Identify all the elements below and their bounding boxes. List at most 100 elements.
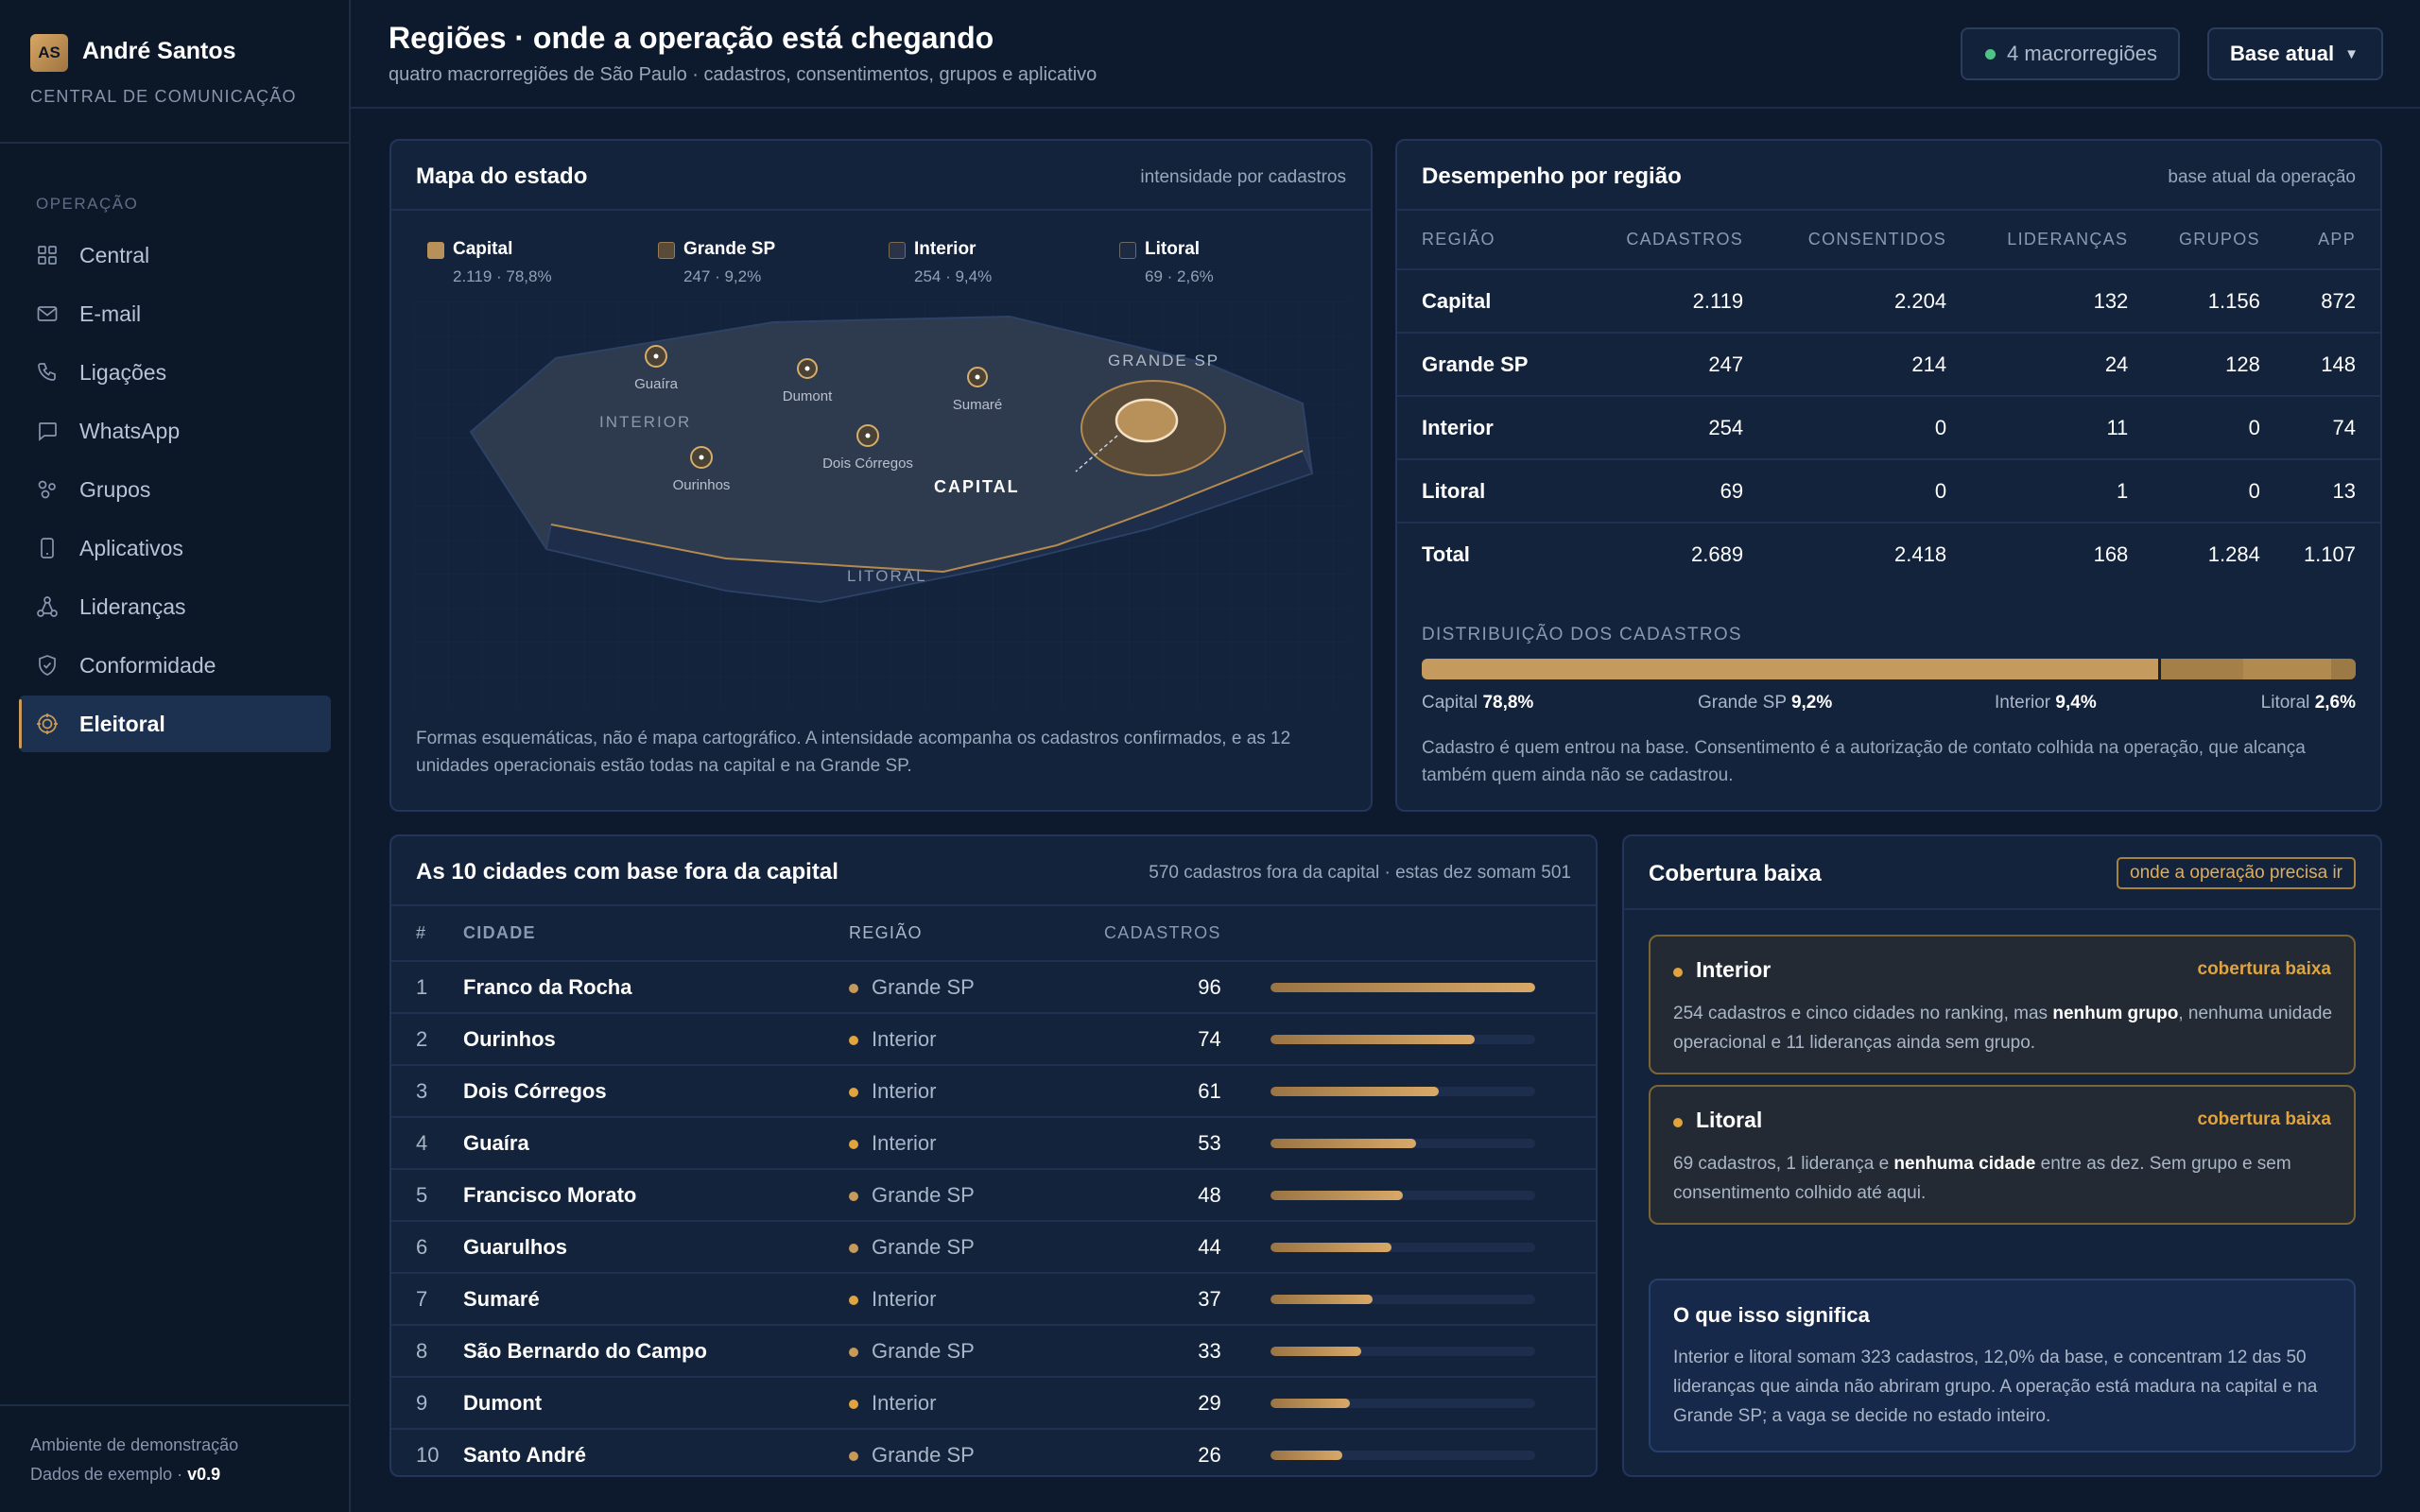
distribution-segment[interactable] bbox=[1422, 659, 2158, 679]
alert-interior[interactable]: Interior cobertura baixa 254 cadastros e… bbox=[1649, 935, 2356, 1074]
region-label: Interior bbox=[872, 1078, 937, 1103]
sidebar-item-central[interactable]: Central bbox=[19, 227, 331, 284]
city-marker-dois-corregos[interactable]: Dois Córregos bbox=[822, 424, 913, 472]
sidebar-item-label: WhatsApp bbox=[79, 418, 181, 443]
region-dot-icon bbox=[849, 1451, 858, 1461]
coverage-card-header: Cobertura baixa onde a operação precisa … bbox=[1624, 836, 2380, 910]
sidebar-item-label: Central bbox=[79, 242, 150, 267]
sidebar-item-label: E-mail bbox=[79, 301, 142, 326]
column-header[interactable]: GRUPOS bbox=[2152, 211, 2285, 270]
city-marker-ourinhos[interactable]: Ourinhos bbox=[673, 446, 731, 493]
region-label: Interior bbox=[872, 1390, 937, 1415]
alert-litoral[interactable]: Litoral cobertura baixa 69 cadastros, 1 … bbox=[1649, 1085, 2356, 1225]
value-cell: 1.284 bbox=[2207, 542, 2260, 566]
distribution-segment[interactable] bbox=[2331, 659, 2356, 679]
coast-line bbox=[550, 450, 1304, 574]
value-cell: 1.107 bbox=[2303, 542, 2356, 566]
region-dot-icon bbox=[849, 1191, 858, 1201]
value-cell: 132 bbox=[1971, 269, 2153, 334]
table-row[interactable]: Interior 254 0 11 0 74 bbox=[1397, 396, 2380, 460]
table-row[interactable]: 1 Franco da Rocha Grande SP 96 bbox=[391, 961, 1596, 1014]
column-header[interactable]: CIDADE bbox=[463, 906, 849, 962]
rank-cell: 8 bbox=[391, 1325, 463, 1378]
legend-swatch bbox=[889, 242, 906, 259]
sidebar-item-email[interactable]: E-mail bbox=[19, 285, 331, 342]
status-dot-icon bbox=[1985, 48, 1996, 60]
sidebar-item-liderancas[interactable]: Lideranças bbox=[19, 578, 331, 635]
city-label: Guaíra bbox=[634, 376, 679, 392]
table-row[interactable]: 10 Santo André Grande SP 26 bbox=[391, 1429, 1596, 1475]
grande-sp-label: GRANDE SP bbox=[1108, 352, 1219, 369]
table-row[interactable]: Grande SP 247 214 24 128 148 bbox=[1397, 333, 2380, 397]
bar-fill bbox=[1270, 1398, 1351, 1408]
base-select[interactable]: Base atual ▼ bbox=[2207, 27, 2383, 80]
sidebar-item-label: Lideranças bbox=[79, 593, 186, 619]
table-row[interactable]: Capital 2.119 2.204 132 1.156 872 bbox=[1397, 269, 2380, 334]
table-row[interactable]: Litoral 69 0 1 0 13 bbox=[1397, 459, 2380, 524]
sidebar-item-eleitoral[interactable]: Eleitoral bbox=[19, 696, 331, 752]
value-cell: 96 bbox=[1066, 961, 1221, 1014]
region-dot-icon bbox=[849, 1399, 858, 1409]
table-row[interactable]: 7 Sumaré Interior 37 bbox=[391, 1273, 1596, 1326]
bar-track bbox=[1270, 1086, 1535, 1096]
capital-region[interactable] bbox=[1115, 398, 1179, 443]
distribution-segment[interactable] bbox=[2243, 659, 2332, 679]
sidebar-item-label: Conformidade bbox=[79, 652, 216, 678]
avatar[interactable]: AS bbox=[30, 34, 68, 72]
coverage-card-title: Cobertura baixa bbox=[1649, 861, 1822, 886]
sidebar-item-grupos[interactable]: Grupos bbox=[19, 461, 331, 518]
table-row[interactable]: 6 Guarulhos Grande SP 44 bbox=[391, 1221, 1596, 1274]
groups-icon bbox=[38, 480, 56, 499]
distribution-bar bbox=[1422, 659, 2356, 679]
distribution-segment[interactable] bbox=[2157, 659, 2244, 679]
bar-fill bbox=[1270, 1294, 1373, 1304]
distribution-legend-grande-sp: Grande SP 9,2% bbox=[1698, 693, 1832, 713]
city-cell: Guaíra bbox=[463, 1117, 849, 1170]
table-row[interactable]: 9 Dumont Interior 29 bbox=[391, 1377, 1596, 1430]
sidebar-item-aplicativos[interactable]: Aplicativos bbox=[19, 520, 331, 576]
performance-table: REGIÃO CADASTROS CONSENTIDOS LIDERANÇAS … bbox=[1397, 211, 2380, 586]
city-marker-sumare[interactable]: Sumaré bbox=[953, 367, 1003, 413]
table-row[interactable]: 2 Ourinhos Interior 74 bbox=[391, 1013, 1596, 1066]
column-header[interactable]: # bbox=[391, 906, 463, 962]
value-cell: 2.204 bbox=[1768, 269, 1972, 334]
distribution-title: DISTRIBUIÇÃO DOS CADASTROS bbox=[1422, 625, 1742, 644]
interior-label: INTERIOR bbox=[599, 413, 691, 431]
sidebar-item-label: Aplicativos bbox=[79, 535, 183, 560]
region-cell: Grande SP bbox=[849, 1325, 1066, 1378]
city-marker-dumont[interactable]: Dumont bbox=[783, 358, 833, 404]
table-row[interactable]: 8 São Bernardo do Campo Grande SP 33 bbox=[391, 1325, 1596, 1378]
sidebar-footer-divider bbox=[0, 1404, 349, 1406]
city-label: Ourinhos bbox=[673, 477, 731, 493]
column-header[interactable]: CADASTROS bbox=[1591, 211, 1769, 270]
table-header-row: REGIÃO CADASTROS CONSENTIDOS LIDERANÇAS … bbox=[1397, 211, 2380, 270]
sample-data-label: Dados de exemplo · bbox=[30, 1465, 183, 1484]
city-label: Dumont bbox=[783, 388, 833, 404]
table-row[interactable]: 3 Dois Córregos Interior 61 bbox=[391, 1065, 1596, 1118]
column-header[interactable]: LIDERANÇAS bbox=[1971, 211, 2153, 270]
shield-icon bbox=[39, 655, 56, 676]
column-header[interactable]: CONSENTIDOS bbox=[1768, 211, 1972, 270]
column-header[interactable]: APP bbox=[2284, 211, 2380, 270]
capital-label: CAPITAL bbox=[934, 477, 1020, 496]
city-marker-guaira[interactable]: Guaíra bbox=[634, 345, 679, 392]
column-header[interactable]: REGIÃO bbox=[849, 906, 1066, 962]
page-subtitle: quatro macrorregiões de São Paulo · cada… bbox=[389, 64, 1098, 85]
sidebar-item-ligacoes[interactable]: Ligações bbox=[19, 344, 331, 401]
bar-track bbox=[1270, 1398, 1535, 1408]
value-cell: 48 bbox=[1066, 1169, 1221, 1222]
table-row[interactable]: 4 Guaíra Interior 53 bbox=[391, 1117, 1596, 1170]
meaning-title: O que isso significa bbox=[1673, 1303, 1870, 1327]
performance-card: Desempenho por região base atual da oper… bbox=[1395, 139, 2382, 812]
table-row[interactable]: 5 Francisco Morato Grande SP 48 bbox=[391, 1169, 1596, 1222]
table-header-row: # CIDADE REGIÃO CADASTROS bbox=[391, 906, 1596, 962]
total-label-cell: Total bbox=[1422, 542, 1470, 566]
sidebar-item-conformidade[interactable]: Conformidade bbox=[19, 637, 331, 694]
column-header[interactable]: CADASTROS bbox=[1066, 906, 1221, 962]
cities-card-title: As 10 cidades com base fora da capital bbox=[416, 859, 838, 885]
bar-fill bbox=[1270, 982, 1535, 992]
region-label: Grande SP bbox=[872, 1182, 975, 1207]
sidebar-item-whatsapp[interactable]: WhatsApp bbox=[19, 403, 331, 459]
column-header[interactable]: REGIÃO bbox=[1397, 211, 1592, 270]
region-cell: Interior bbox=[849, 1013, 1066, 1066]
